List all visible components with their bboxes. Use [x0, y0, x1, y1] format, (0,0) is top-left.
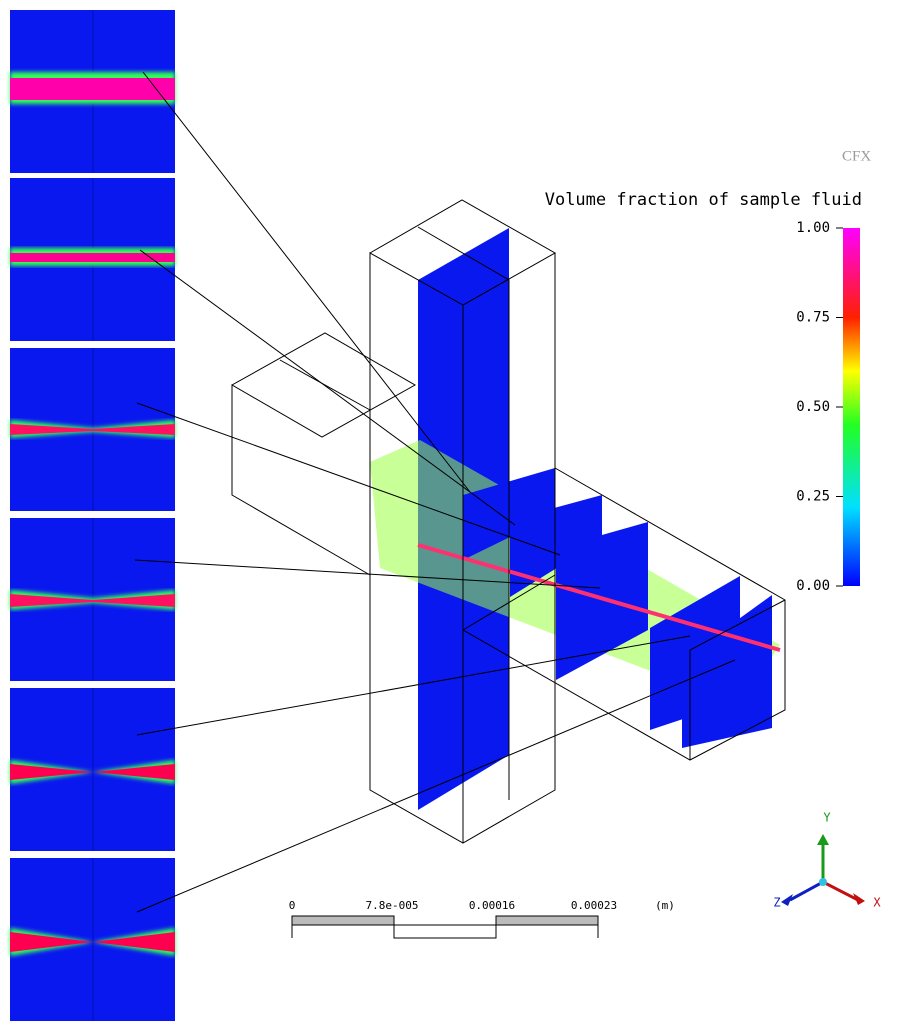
- legend-title: Volume fraction of sample fluid: [545, 190, 862, 210]
- axis-z: Z: [773, 896, 780, 910]
- colorbar-tick-label: 1.00: [796, 220, 830, 236]
- scale-unit: (m): [655, 899, 675, 912]
- scale-label: 7.8e-005: [366, 899, 419, 912]
- colorbar-tick-label: 0.75: [796, 310, 830, 326]
- colorbar-tick-label: 0.50: [796, 399, 830, 415]
- scale-label: 0: [289, 899, 296, 912]
- colorbar: [843, 228, 860, 586]
- colorbar-ticks: 1.00 0.75 0.50 0.25 0.00: [796, 220, 843, 594]
- colorbar-tick-label: 0.00: [796, 578, 830, 594]
- axis-x: X: [873, 896, 881, 910]
- slice-panels: [10, 10, 175, 1021]
- axis-y: Y: [823, 811, 831, 825]
- figure: CFX Volume fraction of sample fluid 1.00…: [0, 0, 904, 1024]
- logo: CFX: [842, 148, 871, 164]
- scale-label: 0.00016: [469, 899, 515, 912]
- scale-label: 0.00023: [571, 899, 617, 912]
- axis-triad: Y X Z: [773, 811, 881, 910]
- scale-bar: 0 7.8e-005 0.00016 0.00023 (m): [289, 899, 675, 938]
- colorbar-tick-label: 0.25: [796, 489, 830, 505]
